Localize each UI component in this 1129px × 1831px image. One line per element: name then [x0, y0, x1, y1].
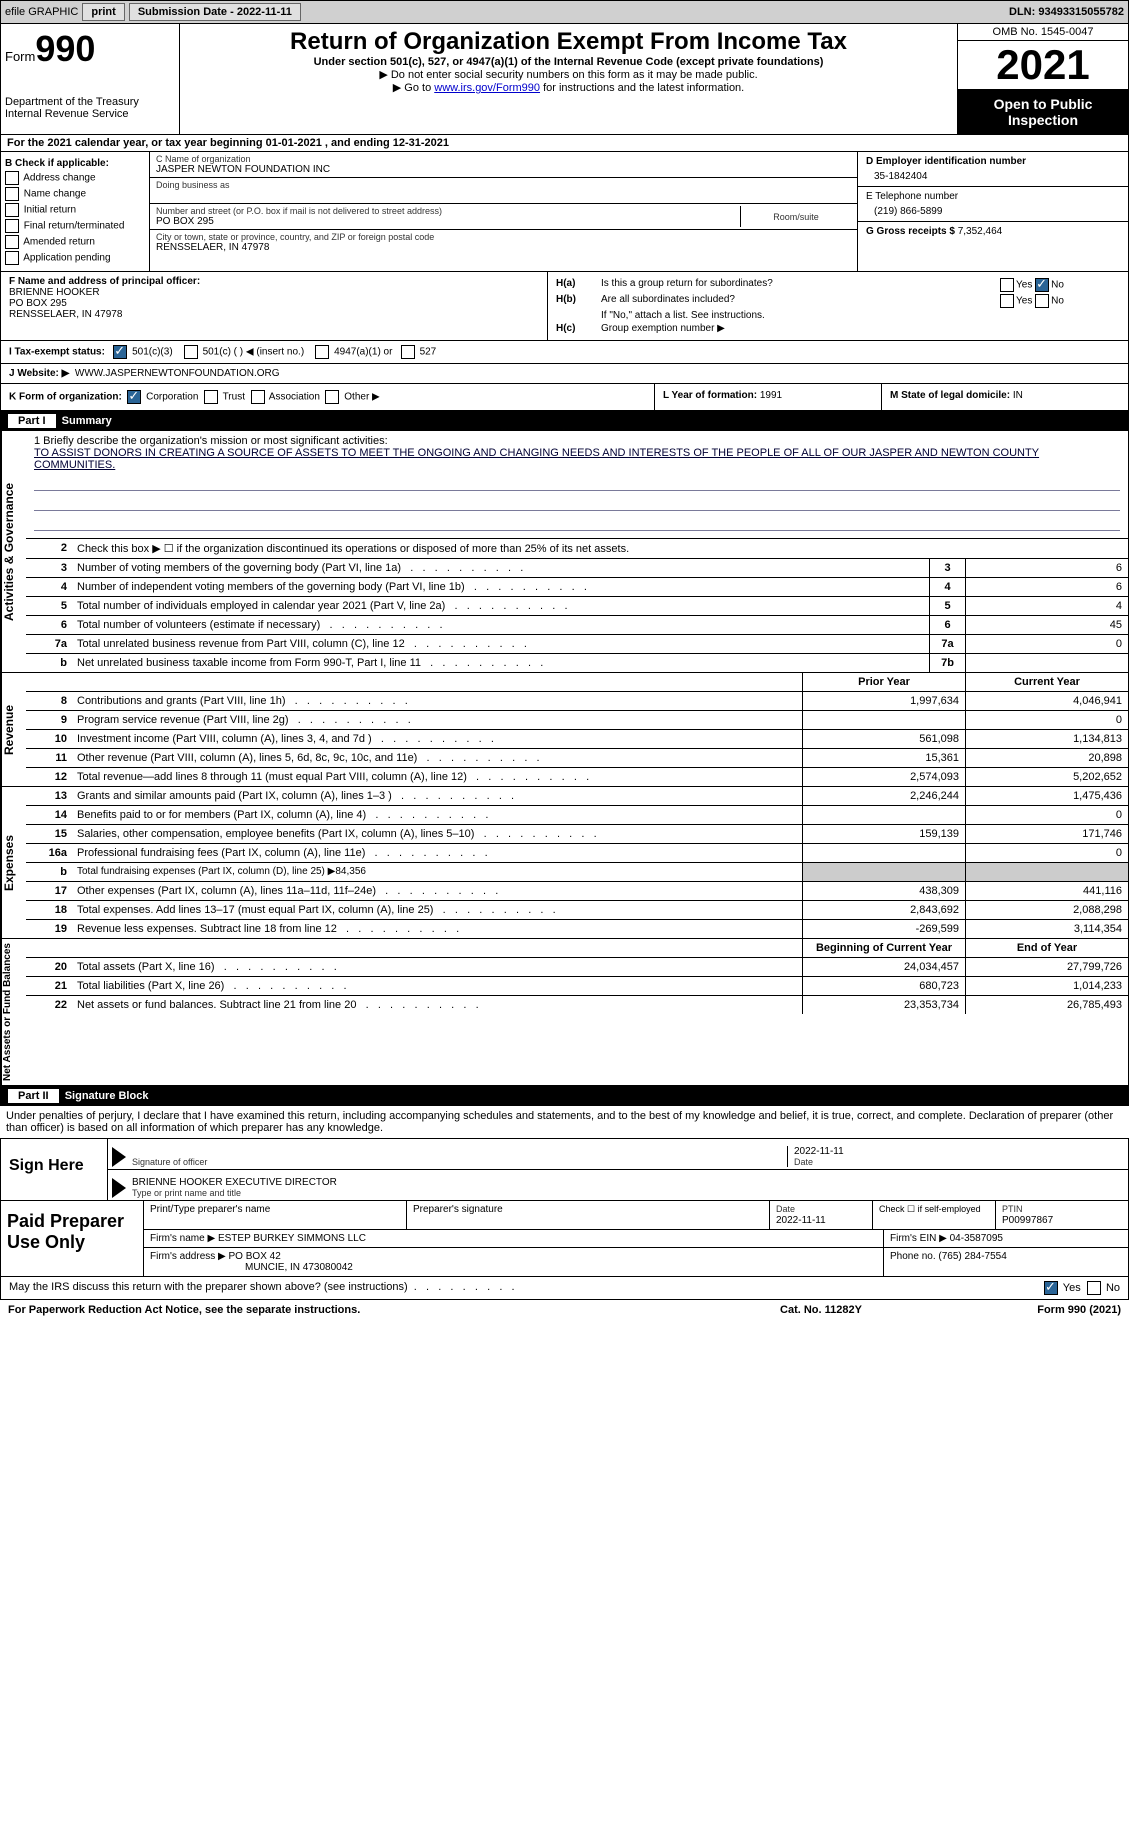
print-button[interactable]: print [82, 3, 124, 21]
summary-row: 4Number of independent voting members of… [26, 578, 1128, 597]
form-title: Return of Organization Exempt From Incom… [188, 28, 949, 56]
omb-number: OMB No. 1545-0047 [958, 24, 1128, 41]
summary-row: 22Net assets or fund balances. Subtract … [26, 996, 1128, 1014]
summary-row: 21Total liabilities (Part X, line 26)680… [26, 977, 1128, 996]
netassets-side-label: Net Assets or Fund Balances [1, 939, 26, 1085]
summary-row: 8Contributions and grants (Part VIII, li… [26, 692, 1128, 711]
mission-block: 1 Briefly describe the organization's mi… [26, 431, 1128, 539]
box-f: F Name and address of principal officer:… [1, 272, 548, 340]
summary-row: 2Check this box ▶ ☐ if the organization … [26, 539, 1128, 559]
revenue-header-row: Prior Year Current Year [26, 673, 1128, 692]
goto-note: ▶ Go to www.irs.gov/Form990 for instruct… [188, 81, 949, 94]
department: Department of the Treasury Internal Reve… [5, 96, 175, 120]
netassets-section: Net Assets or Fund Balances Beginning of… [0, 939, 1129, 1086]
row-klm: K Form of organization: Corporation Trus… [0, 384, 1129, 411]
governance-side-label: Activities & Governance [1, 431, 26, 672]
ein: 35-1842404 [866, 167, 1120, 182]
box-c: C Name of organization JASPER NEWTON FOU… [150, 152, 858, 271]
penalties-text: Under penalties of perjury, I declare th… [0, 1106, 1129, 1138]
row-i-tax-status: I Tax-exempt status: 501(c)(3) 501(c) ( … [0, 341, 1129, 364]
revenue-section: Revenue Prior Year Current Year 8Contrib… [0, 673, 1129, 787]
efile-label: efile GRAPHIC [5, 6, 78, 18]
tax-year: 2021 [958, 41, 1128, 90]
summary-row: 9Program service revenue (Part VIII, lin… [26, 711, 1128, 730]
summary-row: 10Investment income (Part VIII, column (… [26, 730, 1128, 749]
revenue-side-label: Revenue [1, 673, 26, 786]
org-address: PO BOX 295 [156, 216, 740, 227]
form-subtitle: Under section 501(c), 527, or 4947(a)(1)… [188, 56, 949, 68]
signature-arrow-icon [112, 1147, 126, 1167]
dln: DLN: 93493315055782 [1009, 6, 1124, 18]
submission-date: Submission Date - 2022-11-11 [129, 3, 301, 21]
sign-here-block: Sign Here Signature of officer 2022-11-1… [0, 1138, 1129, 1201]
governance-section: Activities & Governance 1 Briefly descri… [0, 431, 1129, 673]
sign-here-label: Sign Here [1, 1139, 108, 1200]
page-footer: For Paperwork Reduction Act Notice, see … [0, 1300, 1129, 1320]
summary-row: 5Total number of individuals employed in… [26, 597, 1128, 616]
gross-receipts: 7,352,464 [958, 226, 1003, 237]
summary-row: bNet unrelated business taxable income f… [26, 654, 1128, 672]
ssn-note: Do not enter social security numbers on … [188, 68, 949, 81]
form-number: Form990 [5, 28, 175, 70]
signature-arrow-icon [112, 1178, 126, 1198]
summary-row: 15Salaries, other compensation, employee… [26, 825, 1128, 844]
summary-row: 18Total expenses. Add lines 13–17 (must … [26, 901, 1128, 920]
irs-link[interactable]: www.irs.gov/Form990 [434, 82, 540, 94]
open-to-public: Open to Public Inspection [958, 90, 1128, 134]
telephone: (219) 866-5899 [866, 202, 1120, 217]
section-bcdeg: B Check if applicable: Address change Na… [0, 152, 1129, 272]
summary-row: bTotal fundraising expenses (Part IX, co… [26, 863, 1128, 882]
row-a-period: For the 2021 calendar year, or tax year … [0, 135, 1129, 152]
expenses-side-label: Expenses [1, 787, 26, 938]
summary-row: 16aProfessional fundraising fees (Part I… [26, 844, 1128, 863]
box-deg: D Employer identification number 35-1842… [858, 152, 1128, 271]
paid-preparer-block: Paid Preparer Use Only Print/Type prepar… [0, 1201, 1129, 1277]
summary-row: 17Other expenses (Part IX, column (A), l… [26, 882, 1128, 901]
box-b: B Check if applicable: Address change Na… [1, 152, 150, 271]
summary-row: 19Revenue less expenses. Subtract line 1… [26, 920, 1128, 938]
website-url: WWW.JASPERNEWTONFOUNDATION.ORG [75, 368, 280, 379]
box-h: H(a) Is this a group return for subordin… [548, 272, 1128, 340]
part1-header: Part I Summary [0, 411, 1129, 431]
form-header: Form990 Department of the Treasury Inter… [0, 24, 1129, 135]
org-name: JASPER NEWTON FOUNDATION INC [156, 164, 851, 175]
summary-row: 12Total revenue—add lines 8 through 11 (… [26, 768, 1128, 786]
summary-row: 11Other revenue (Part VIII, column (A), … [26, 749, 1128, 768]
top-bar: efile GRAPHIC print Submission Date - 20… [0, 0, 1129, 24]
org-city: RENSSELAER, IN 47978 [156, 242, 851, 253]
summary-row: 14Benefits paid to or for members (Part … [26, 806, 1128, 825]
may-discuss-row: May the IRS discuss this return with the… [0, 1277, 1129, 1300]
netassets-header-row: Beginning of Current Year End of Year [26, 939, 1128, 958]
expenses-section: Expenses 13Grants and similar amounts pa… [0, 787, 1129, 939]
summary-row: 7aTotal unrelated business revenue from … [26, 635, 1128, 654]
paid-preparer-label: Paid Preparer Use Only [1, 1201, 144, 1276]
part2-header: Part II Signature Block [0, 1086, 1129, 1106]
summary-row: 13Grants and similar amounts paid (Part … [26, 787, 1128, 806]
section-fh: F Name and address of principal officer:… [0, 272, 1129, 341]
summary-row: 20Total assets (Part X, line 16)24,034,4… [26, 958, 1128, 977]
row-j-website: J Website: ▶ WWW.JASPERNEWTONFOUNDATION.… [0, 364, 1129, 384]
summary-row: 6Total number of volunteers (estimate if… [26, 616, 1128, 635]
summary-row: 3Number of voting members of the governi… [26, 559, 1128, 578]
